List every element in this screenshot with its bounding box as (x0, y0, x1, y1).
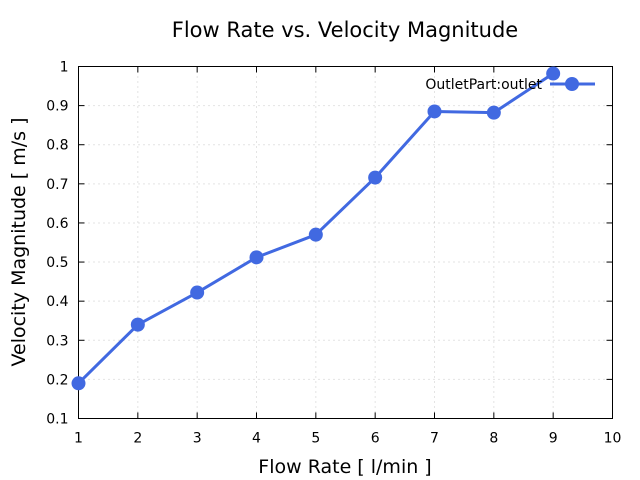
y-tick-label: 0.9 (46, 99, 68, 115)
data-point (71, 376, 86, 391)
y-axis-label: Velocity Magnitude [ m/s ] (8, 118, 30, 367)
y-tick-label: 0.2 (46, 372, 68, 388)
x-axis-label: Flow Rate [ l/min ] (258, 456, 431, 478)
y-tick-label: 0.5 (46, 255, 68, 271)
data-point (308, 227, 323, 242)
x-tick-label: 3 (193, 431, 202, 447)
x-tick-label: 6 (371, 431, 380, 447)
y-tick-label: 0.4 (46, 294, 68, 310)
series (71, 66, 561, 391)
y-tick-label: 1 (60, 60, 69, 76)
y-tick-label: 0.6 (46, 216, 68, 232)
x-tick-label: 10 (604, 431, 622, 447)
data-point (190, 285, 205, 300)
y-tick-label: 0.8 (46, 138, 68, 154)
x-tick-label: 5 (311, 431, 320, 447)
chart-title: Flow Rate vs. Velocity Magnitude (172, 18, 518, 42)
legend: OutletPart:outlet (425, 77, 595, 93)
data-point (368, 170, 383, 185)
x-tick-label: 7 (430, 431, 439, 447)
x-tick-label: 8 (489, 431, 498, 447)
x-tick-label: 4 (252, 431, 261, 447)
y-tick-label: 0.1 (46, 412, 68, 428)
plot-frame (78, 66, 613, 419)
data-point (130, 317, 145, 332)
data-point (486, 105, 501, 120)
y-tick-label: 0.3 (46, 333, 68, 349)
legend-marker (565, 77, 579, 91)
ticks: 1 2 3 4 5 6 7 8 9 10 0.1 0.2 0.3 0.4 0.5 0.6 0.7 0.8 0.9 1 (46, 60, 621, 447)
x-tick-label: 9 (549, 431, 558, 447)
y-tick-label: 0.7 (46, 177, 68, 193)
data-point (546, 66, 561, 81)
data-point (249, 250, 264, 265)
grid (78, 66, 613, 419)
data-point (427, 104, 442, 119)
x-tick-label: 1 (74, 431, 83, 447)
legend-label: OutletPart:outlet (425, 77, 542, 93)
x-tick-label: 2 (133, 431, 142, 447)
